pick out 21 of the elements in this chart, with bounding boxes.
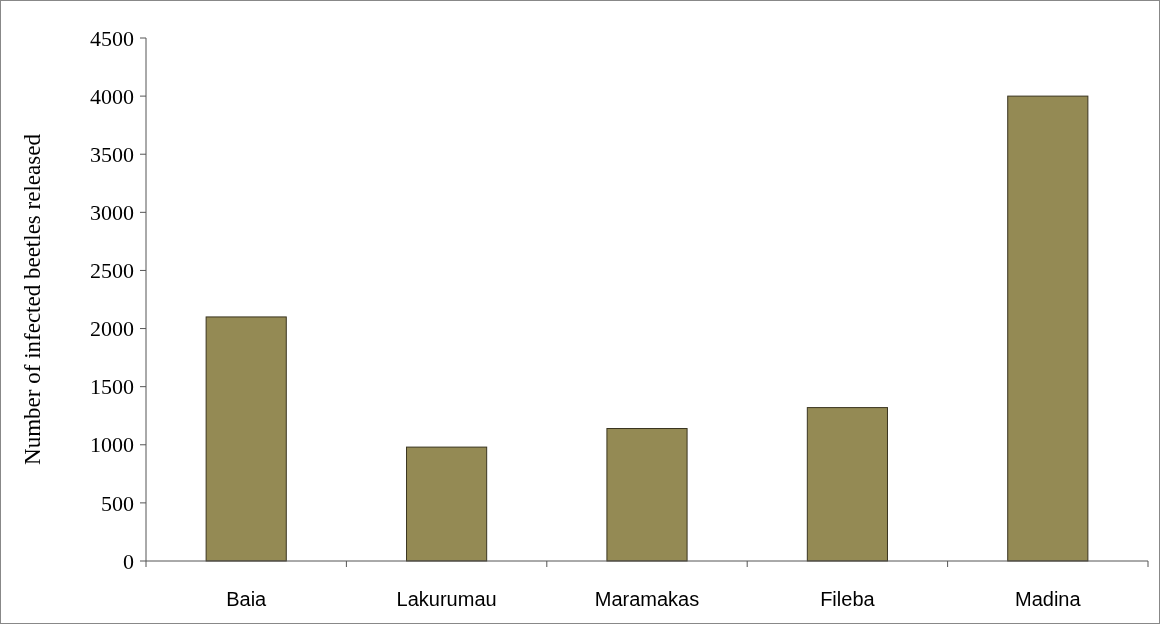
y-tick-label: 4000 [90,83,134,109]
x-tick-label: Baia [226,588,268,610]
y-axis-title: Number of infected beetles released [20,133,45,465]
y-tick-label: 3000 [90,200,134,226]
x-tick-label: Fileba [820,588,876,610]
y-tick-label: 0 [123,548,134,574]
y-tick-label: 2500 [90,258,134,284]
x-tick-label: Madina [1015,588,1082,610]
bar [1007,95,1089,562]
bar [806,407,888,562]
y-tick-label: 4500 [90,25,134,51]
bar [205,316,287,562]
y-tick-label: 3500 [90,141,134,167]
x-tick-label: Maramakas [594,588,700,610]
y-tick-label: 2000 [90,316,134,342]
y-tick-label: 1500 [90,374,134,400]
y-tick-label: 500 [101,490,134,516]
y-tick-label: 1000 [90,432,134,458]
x-tick-label: Lakurumau [396,588,497,610]
bar [606,428,688,562]
bar [406,446,488,562]
